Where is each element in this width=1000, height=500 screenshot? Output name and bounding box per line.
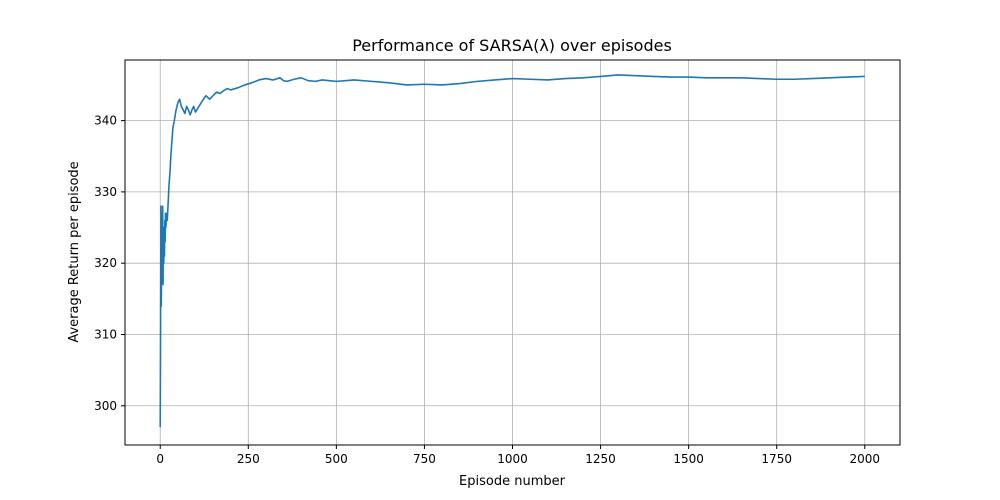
x-tick-label: 500	[325, 452, 348, 466]
y-tick-label: 320	[94, 256, 117, 270]
y-axis: 300 310 320 330 340	[94, 114, 125, 413]
x-tick-label: 0	[156, 452, 164, 466]
x-axis-label: Episode number	[459, 474, 566, 489]
x-tick-label: 250	[237, 452, 260, 466]
grid	[125, 60, 900, 445]
series-line	[159, 74, 865, 428]
series-layer	[159, 74, 865, 428]
y-axis-label: Average Return per episode	[67, 161, 82, 342]
x-tick-label: 2000	[849, 452, 880, 466]
y-tick-label: 300	[94, 399, 117, 413]
y-tick-label: 330	[94, 185, 117, 199]
x-tick-label: 1000	[497, 452, 528, 466]
y-tick-label: 310	[94, 327, 117, 341]
y-tick-label: 340	[94, 114, 117, 128]
x-tick-label: 1750	[761, 452, 792, 466]
x-tick-label: 750	[413, 452, 436, 466]
chart-title: Performance of SARSA(λ) over episodes	[352, 36, 672, 55]
x-axis: 0 250 500 750 1000 1250 1500 1750 2000	[156, 445, 880, 466]
x-tick-label: 1500	[673, 452, 704, 466]
x-tick-label: 1250	[585, 452, 616, 466]
